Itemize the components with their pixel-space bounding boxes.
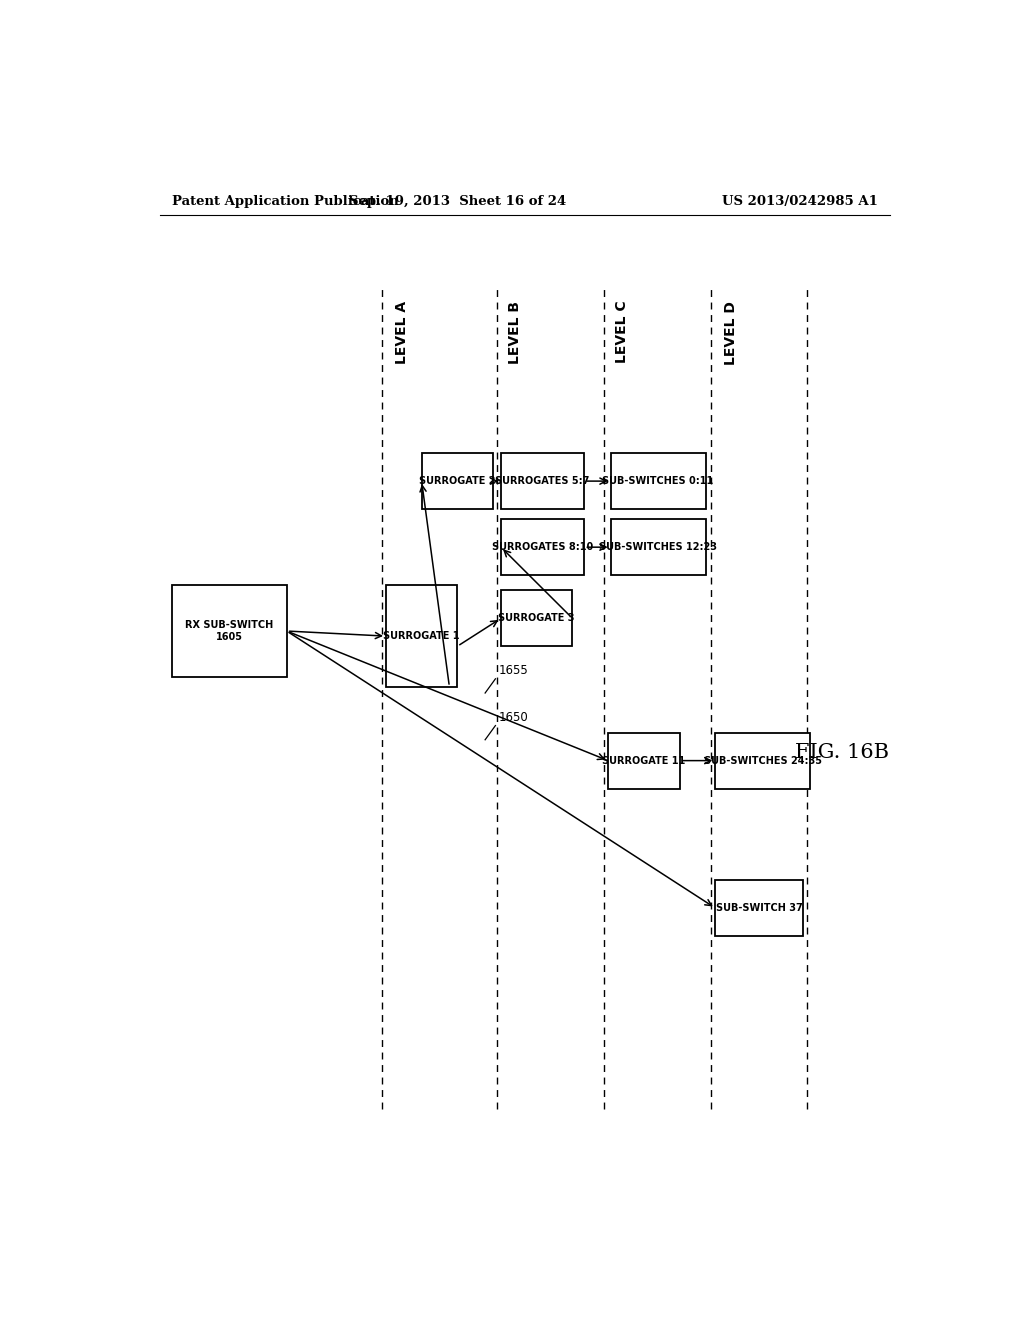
Text: 1650: 1650 — [499, 710, 528, 723]
Text: 1655: 1655 — [499, 664, 528, 677]
Bar — [172, 585, 287, 677]
Text: SURROGATES 5:7: SURROGATES 5:7 — [496, 477, 590, 486]
Text: SUB-SWITCHES 0:11: SUB-SWITCHES 0:11 — [602, 477, 714, 486]
Text: SUB-SWITCHES 24:35: SUB-SWITCHES 24:35 — [703, 755, 822, 766]
Bar — [715, 880, 803, 936]
Text: LEVEL C: LEVEL C — [614, 301, 629, 363]
Bar — [610, 453, 706, 510]
Text: SURROGATE 1: SURROGATE 1 — [383, 631, 460, 642]
Bar — [715, 733, 811, 788]
Bar — [608, 733, 680, 788]
Bar — [610, 519, 706, 576]
Text: Patent Application Publication: Patent Application Publication — [172, 195, 398, 209]
Text: SURROGATE 11: SURROGATE 11 — [602, 755, 685, 766]
Text: FIG. 16B: FIG. 16B — [795, 743, 889, 763]
Text: Sep. 19, 2013  Sheet 16 of 24: Sep. 19, 2013 Sheet 16 of 24 — [349, 195, 566, 209]
Bar — [501, 453, 585, 510]
Text: SURROGATE 2: SURROGATE 2 — [419, 477, 496, 486]
Text: LEVEL D: LEVEL D — [724, 301, 738, 364]
Bar — [501, 590, 572, 647]
Text: US 2013/0242985 A1: US 2013/0242985 A1 — [722, 195, 878, 209]
Text: SURROGATE 3: SURROGATE 3 — [499, 614, 574, 623]
Bar — [422, 453, 494, 510]
Text: RX SUB-SWITCH
1605: RX SUB-SWITCH 1605 — [185, 620, 273, 643]
Text: SUB-SWITCHES 12:23: SUB-SWITCHES 12:23 — [599, 543, 717, 552]
Bar — [386, 585, 458, 686]
Text: SURROGATES 8:10: SURROGATES 8:10 — [492, 543, 593, 552]
Text: LEVEL A: LEVEL A — [395, 301, 409, 364]
Bar — [501, 519, 585, 576]
Text: SUB-SWITCH 37: SUB-SWITCH 37 — [716, 903, 802, 913]
Text: LEVEL B: LEVEL B — [508, 301, 522, 364]
